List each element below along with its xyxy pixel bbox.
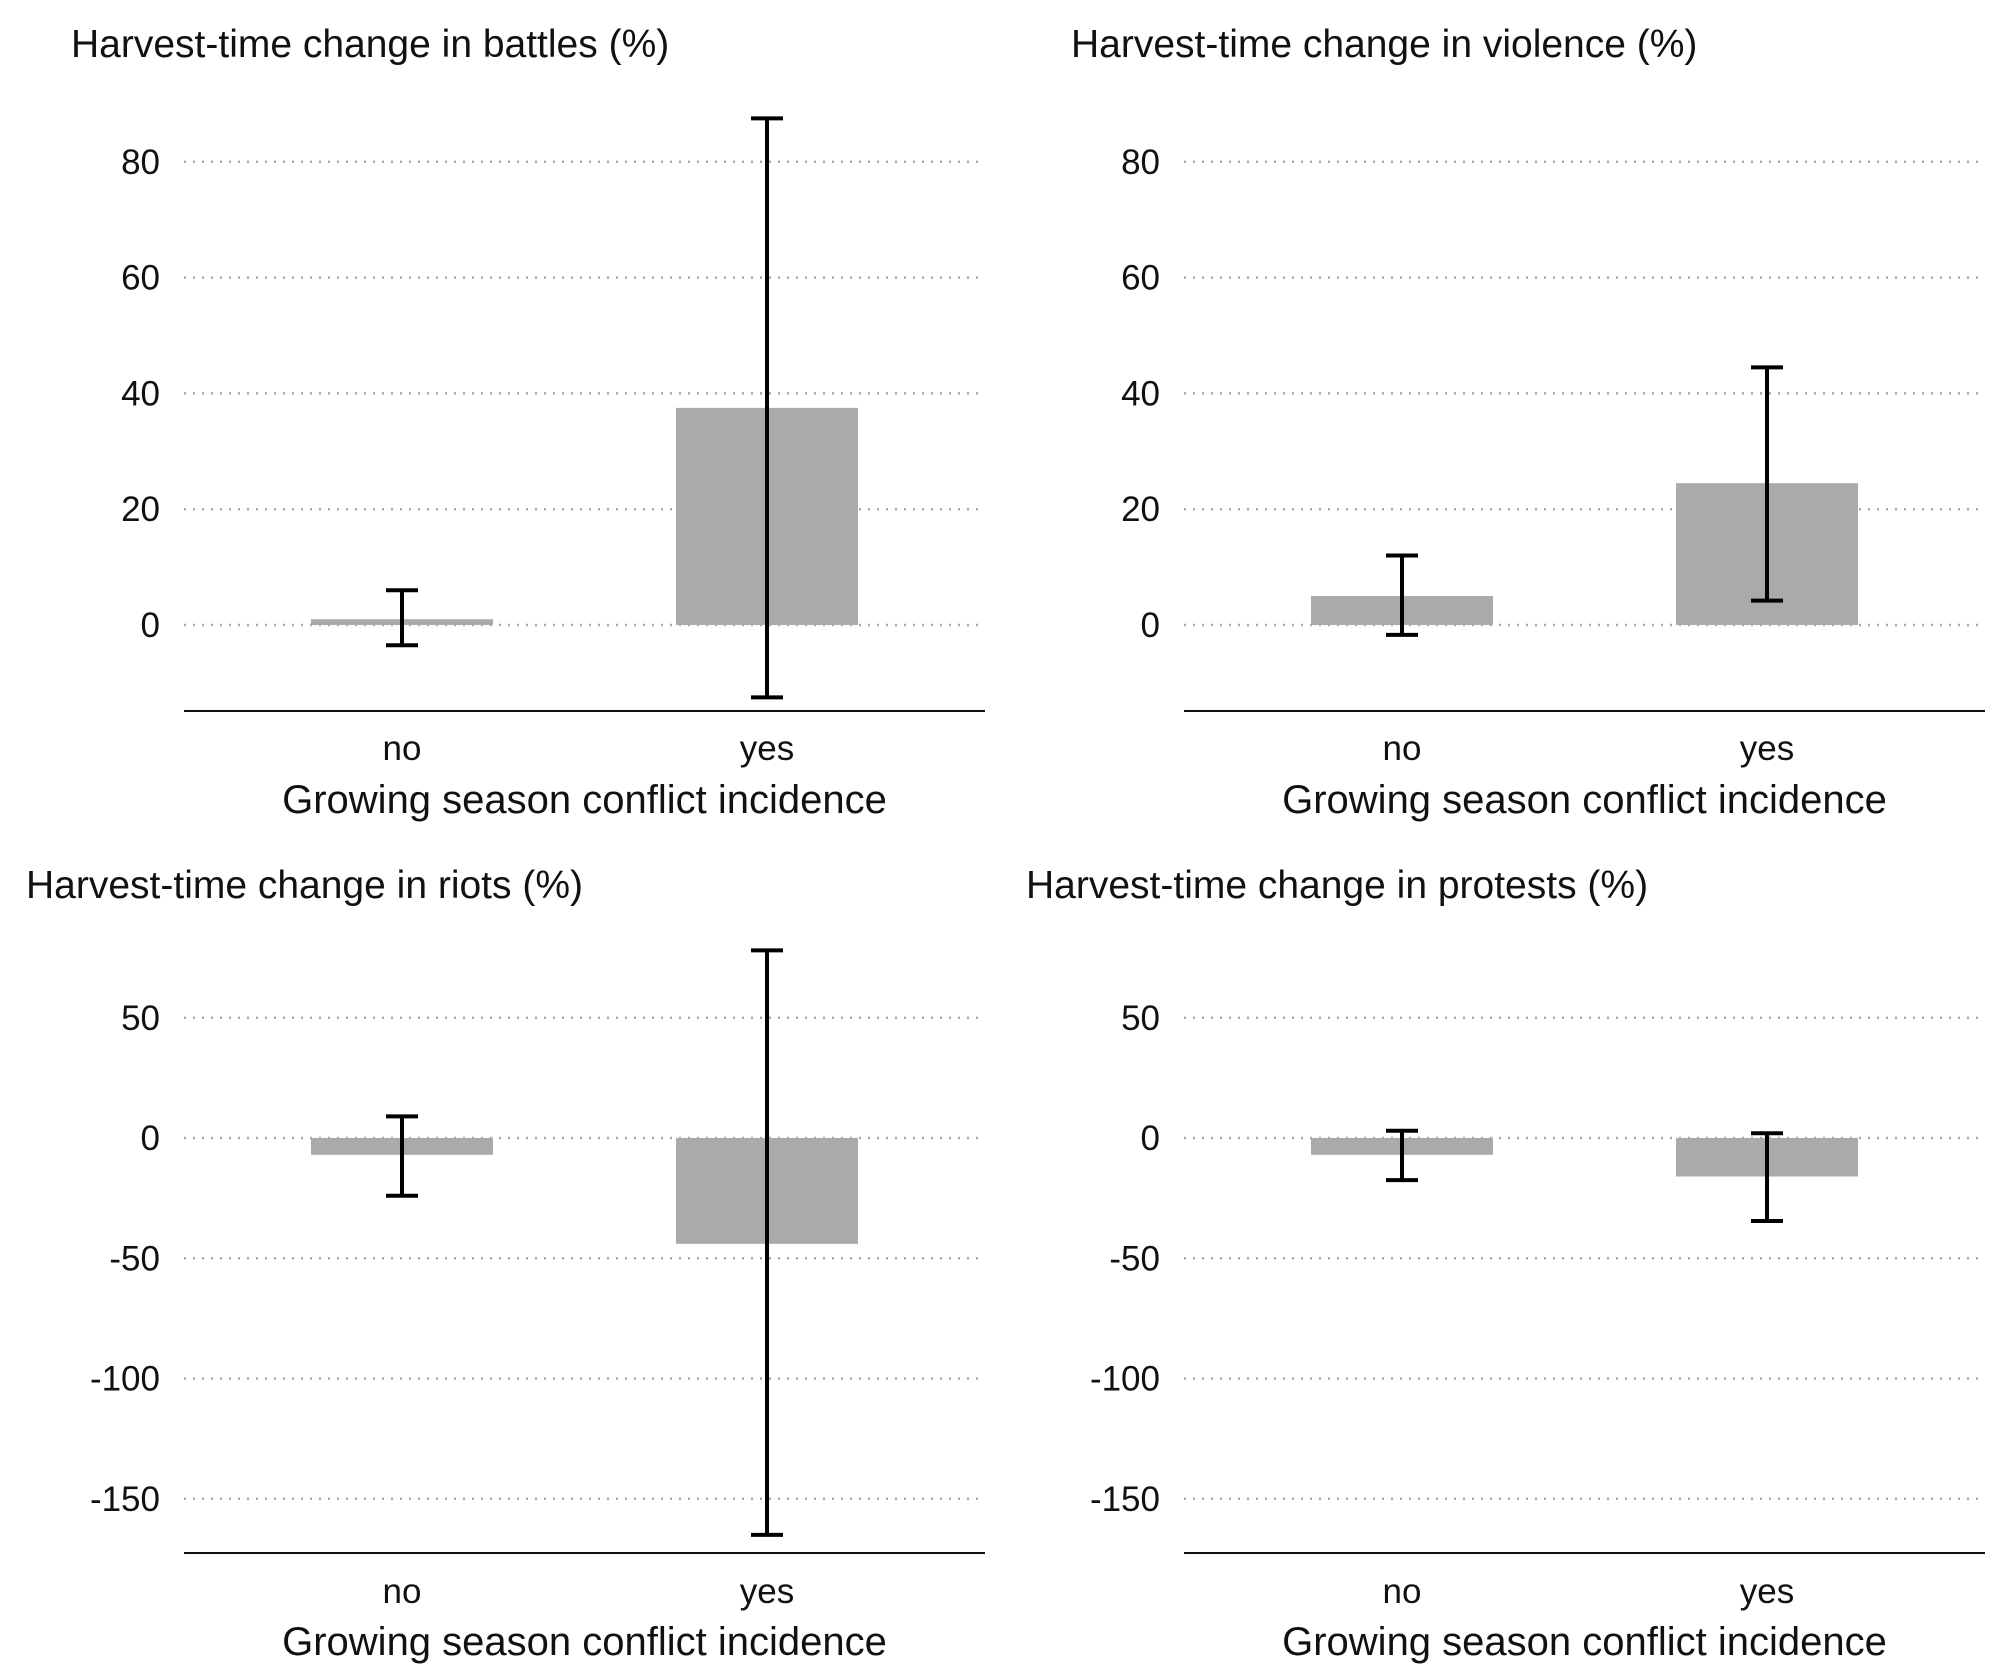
y-tick-label: 50: [1121, 999, 1160, 1038]
panel-riots: -150 -100 -50 0 50 no yes Growing season confli…: [26, 864, 985, 1664]
y-tick-label: -150: [1090, 1480, 1160, 1519]
y-tick-label: 20: [1121, 490, 1160, 529]
y-tick-label: -150: [90, 1480, 160, 1519]
panel-title: Harvest-time change in riots (%): [26, 864, 583, 907]
y-tick-label: 60: [121, 259, 160, 298]
x-category-label: no: [1383, 729, 1422, 768]
panel-protests: -150 -100 -50 0 50 no yes Growing season confli…: [1026, 864, 1985, 1664]
y-tick-label: 40: [1121, 374, 1160, 413]
y-tick-label: -100: [90, 1360, 160, 1399]
y-tick-label: 60: [1121, 259, 1160, 298]
panel-title: Harvest-time change in protests (%): [1026, 864, 1648, 907]
x-category-label: no: [383, 1572, 422, 1611]
x-category-label: yes: [1740, 1572, 1794, 1611]
y-tick-label: 20: [121, 490, 160, 529]
panel-battles: 0 20 40 60 80 no yes Growing season conflict in…: [71, 23, 985, 822]
x-axis-title: Growing season conflict incidence: [1282, 1620, 1887, 1664]
x-axis-title: Growing season conflict incidence: [282, 778, 887, 822]
y-tick-label: 0: [141, 606, 160, 645]
x-category-label: no: [1383, 1572, 1422, 1611]
y-tick-label: 0: [1141, 1119, 1160, 1158]
x-category-label: yes: [1740, 729, 1794, 768]
x-axis-title: Growing season conflict incidence: [282, 1620, 887, 1664]
y-tick-label: 80: [121, 143, 160, 182]
y-tick-label: -50: [109, 1239, 160, 1278]
y-tick-label: 0: [1141, 606, 1160, 645]
x-category-label: yes: [740, 729, 794, 768]
x-axis-title: Growing season conflict incidence: [1282, 778, 1887, 822]
y-tick-label: -100: [1090, 1360, 1160, 1399]
y-tick-label: -50: [1109, 1239, 1160, 1278]
x-category-label: no: [383, 729, 422, 768]
x-category-label: yes: [740, 1572, 794, 1611]
y-tick-label: 0: [141, 1119, 160, 1158]
y-tick-label: 80: [1121, 143, 1160, 182]
panel-title: Harvest-time change in battles (%): [71, 23, 669, 66]
y-tick-label: 40: [121, 374, 160, 413]
panel-violence: 0 20 40 60 80 no yes Growing season conflict in…: [1071, 23, 1985, 822]
y-tick-label: 50: [121, 999, 160, 1038]
panel-title: Harvest-time change in violence (%): [1071, 23, 1697, 66]
